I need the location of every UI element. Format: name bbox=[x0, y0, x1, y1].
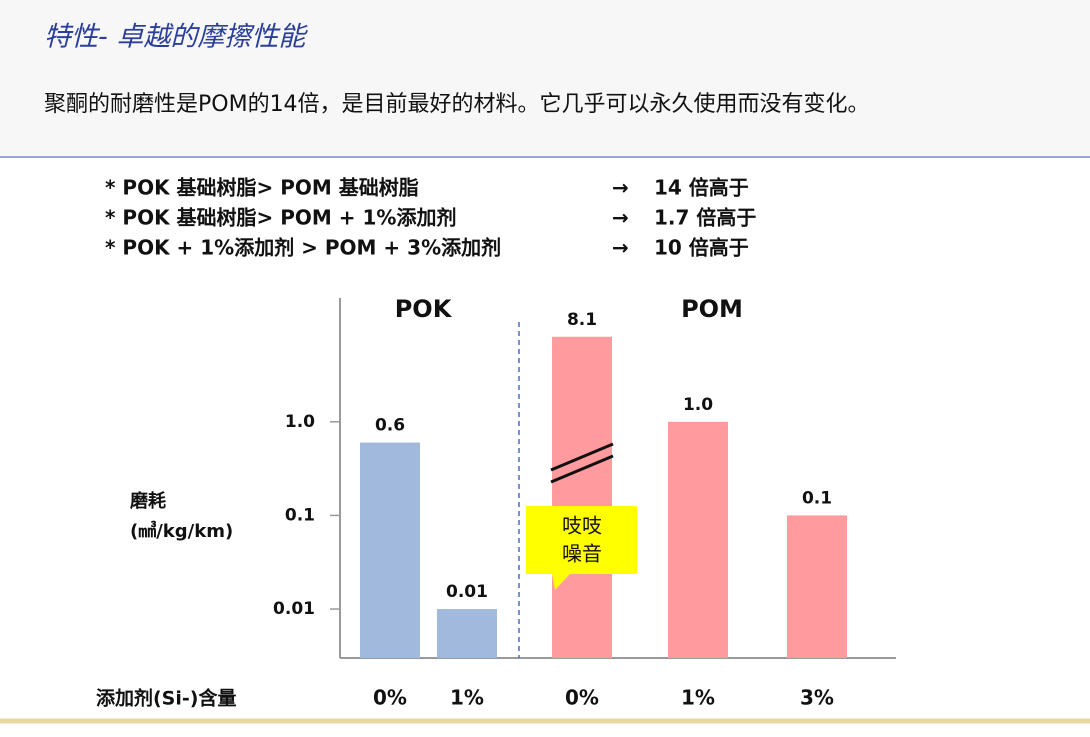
value-label: 0.1 bbox=[802, 488, 832, 508]
x-tick-label: 3% bbox=[800, 686, 834, 710]
bar bbox=[437, 609, 497, 658]
x-tick-label: 0% bbox=[565, 686, 599, 710]
break-mark bbox=[550, 442, 614, 472]
y-axis-label: 磨耗 bbox=[130, 490, 166, 512]
bullet-result: 14 倍高于 bbox=[654, 176, 749, 200]
bullet-text: * POK 基础树脂> POM + 1%添加剂 bbox=[105, 206, 456, 230]
annotation: 吱吱 bbox=[562, 514, 602, 538]
bullet-result: 10 倍高于 bbox=[654, 236, 749, 260]
bullet-arrow: → bbox=[612, 236, 629, 260]
group-label: POM bbox=[681, 295, 743, 323]
bullet-text: * POK 基础树脂> POM 基础树脂 bbox=[105, 176, 419, 200]
value-label: 1.0 bbox=[683, 395, 713, 415]
annotation: 噪音 bbox=[562, 542, 602, 566]
y-tick-label: 1.0 bbox=[285, 412, 315, 432]
callout bbox=[526, 506, 637, 590]
break-mark bbox=[550, 454, 614, 484]
subtitle: 聚酮的耐磨性是POM的14倍，是目前最好的材料。它几乎可以永久使用而没有变化。 bbox=[44, 92, 870, 117]
value-label: 0.6 bbox=[375, 416, 405, 436]
y-axis-label: (㎣/kg/km) bbox=[130, 520, 233, 542]
header-bg bbox=[0, 0, 1090, 157]
x-tick-label: 1% bbox=[450, 686, 484, 710]
y-tick-label: 0.01 bbox=[273, 599, 315, 619]
bar bbox=[787, 515, 847, 658]
bar bbox=[552, 336, 612, 658]
title: 特性- 卓越的摩擦性能 bbox=[44, 22, 308, 53]
x-axis-label: 添加剂(Si-)含量 bbox=[96, 687, 236, 710]
value-label: 0.01 bbox=[446, 582, 488, 602]
bar bbox=[360, 442, 420, 658]
bullet-arrow: → bbox=[612, 176, 629, 200]
y-tick-label: 0.1 bbox=[285, 505, 315, 525]
x-tick-label: 1% bbox=[681, 686, 715, 710]
group-label: POK bbox=[395, 295, 453, 323]
bar bbox=[668, 421, 728, 658]
bullet-result: 1.7 倍高于 bbox=[654, 206, 756, 230]
bullet-text: * POK + 1%添加剂 > POM + 3%添加剂 bbox=[105, 236, 501, 260]
bullet-arrow: → bbox=[612, 206, 629, 230]
value-label: 8.1 bbox=[567, 310, 597, 330]
x-tick-label: 0% bbox=[373, 686, 407, 710]
